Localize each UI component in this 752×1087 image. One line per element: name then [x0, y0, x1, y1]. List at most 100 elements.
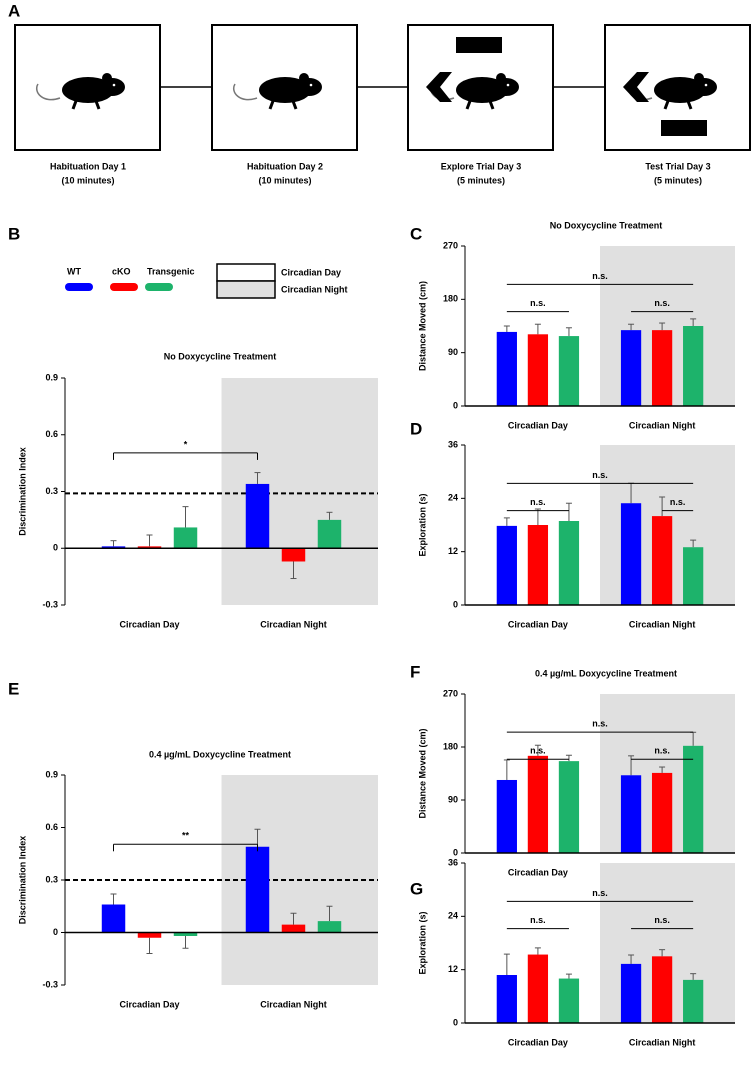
- y-tick-label: 0.9: [45, 372, 58, 382]
- significance-label: n.s.: [530, 915, 546, 925]
- significance-label: *: [184, 439, 188, 449]
- bar: [651, 330, 673, 406]
- legend-swatch: [216, 280, 276, 299]
- panel-letter: B: [8, 224, 20, 243]
- y-tick-label: 180: [443, 741, 458, 751]
- bar: [245, 483, 270, 549]
- bar: [558, 521, 580, 605]
- stage-label: Habituation Day 1: [50, 161, 126, 171]
- significance-label: n.s.: [592, 719, 608, 729]
- bar: [527, 755, 549, 853]
- bar: [651, 516, 673, 605]
- object: [456, 37, 502, 53]
- mouse: [232, 71, 324, 111]
- significance-label: n.s.: [530, 298, 546, 308]
- legend-label: WT: [67, 266, 81, 276]
- bar: [651, 956, 673, 1023]
- significance-label: n.s.: [654, 915, 670, 925]
- stage-label: Test Trial Day 3: [645, 161, 710, 171]
- significance-label: n.s.: [530, 497, 546, 507]
- significance-label: n.s.: [670, 497, 686, 507]
- y-tick-label: 0: [453, 1017, 458, 1027]
- x-tick-label: Circadian Day: [119, 999, 179, 1009]
- chart-title: No Doxycycline Treatment: [550, 220, 663, 230]
- bar: [137, 546, 162, 549]
- legend-swatch: [65, 283, 93, 291]
- y-tick-label: 0: [453, 400, 458, 410]
- bar: [496, 975, 517, 1023]
- panel-letter: A: [8, 1, 20, 20]
- legend-swatch: [110, 283, 138, 291]
- object: [426, 72, 452, 102]
- chart-title: No Doxycycline Treatment: [164, 351, 277, 361]
- y-tick-label: 36: [448, 439, 458, 449]
- x-tick-label: Circadian Night: [260, 619, 327, 629]
- y-tick-label: 0: [53, 927, 58, 937]
- legend-label: Circadian Day: [281, 267, 341, 277]
- bar: [281, 548, 306, 562]
- bar: [101, 904, 126, 933]
- x-tick-label: Circadian Day: [508, 619, 568, 629]
- x-tick-label: Circadian Night: [629, 619, 696, 629]
- bar: [137, 932, 162, 938]
- bar: [281, 924, 306, 933]
- y-axis-label: Discrimination Index: [17, 836, 27, 925]
- stage-duration: (10 minutes): [258, 175, 311, 185]
- stage-label: Explore Trial Day 3: [441, 161, 522, 171]
- significance-label: n.s.: [654, 746, 670, 756]
- x-tick-label: Circadian Night: [260, 999, 327, 1009]
- y-tick-label: 0: [453, 847, 458, 857]
- y-tick-label: 90: [448, 347, 458, 357]
- bar: [683, 326, 704, 406]
- bar: [101, 546, 126, 549]
- bar: [683, 745, 704, 853]
- y-tick-label: 36: [448, 857, 458, 867]
- y-tick-label: 0: [453, 599, 458, 609]
- bar: [245, 846, 270, 933]
- y-tick-label: 24: [448, 493, 458, 503]
- panel-letter: E: [8, 679, 19, 698]
- y-axis-label: Discrimination Index: [17, 447, 27, 536]
- y-axis-label: Exploration (s): [417, 911, 427, 974]
- y-axis-label: Distance Moved (cm): [417, 281, 427, 371]
- bar: [683, 547, 704, 605]
- significance-label: n.s.: [592, 470, 608, 480]
- bar: [620, 330, 642, 406]
- y-tick-label: 0: [53, 543, 58, 553]
- legend-label: Transgenic: [147, 266, 195, 276]
- bar: [527, 954, 549, 1023]
- y-tick-label: 12: [448, 964, 458, 974]
- bar: [317, 519, 342, 549]
- panel-letter: C: [410, 224, 422, 243]
- bar: [173, 527, 198, 549]
- y-axis-label: Distance Moved (cm): [417, 728, 427, 818]
- bar: [620, 963, 642, 1023]
- bar: [558, 761, 580, 853]
- y-axis-label: Exploration (s): [417, 493, 427, 556]
- x-tick-label: Circadian Day: [508, 867, 568, 877]
- chart-title: 0.4 µg/mL Doxycycline Treatment: [149, 749, 291, 759]
- significance-label: **: [182, 831, 190, 841]
- bar: [173, 932, 198, 936]
- legend-label: cKO: [112, 266, 131, 276]
- y-tick-label: 0.3: [45, 486, 58, 496]
- bar: [558, 978, 580, 1023]
- bar: [496, 779, 517, 853]
- night-shading: [221, 378, 378, 605]
- significance-label: n.s.: [654, 298, 670, 308]
- bar: [317, 921, 342, 933]
- panel-letter: F: [410, 662, 420, 681]
- x-tick-label: Circadian Night: [629, 1037, 696, 1047]
- x-tick-label: Circadian Day: [508, 1037, 568, 1047]
- protocol: Habituation Day 1 (10 minutes) Habituati…: [14, 24, 751, 185]
- panel-letter: D: [410, 419, 422, 438]
- legend-label: Circadian Night: [281, 284, 348, 294]
- bar: [527, 334, 549, 406]
- stage-duration: (5 minutes): [654, 175, 702, 185]
- y-tick-label: 270: [443, 688, 458, 698]
- bar: [527, 525, 549, 605]
- stage-duration: (10 minutes): [61, 175, 114, 185]
- y-tick-label: 0.3: [45, 874, 58, 884]
- chart-title: 0.4 µg/mL Doxycycline Treatment: [535, 668, 677, 678]
- bar: [620, 503, 642, 605]
